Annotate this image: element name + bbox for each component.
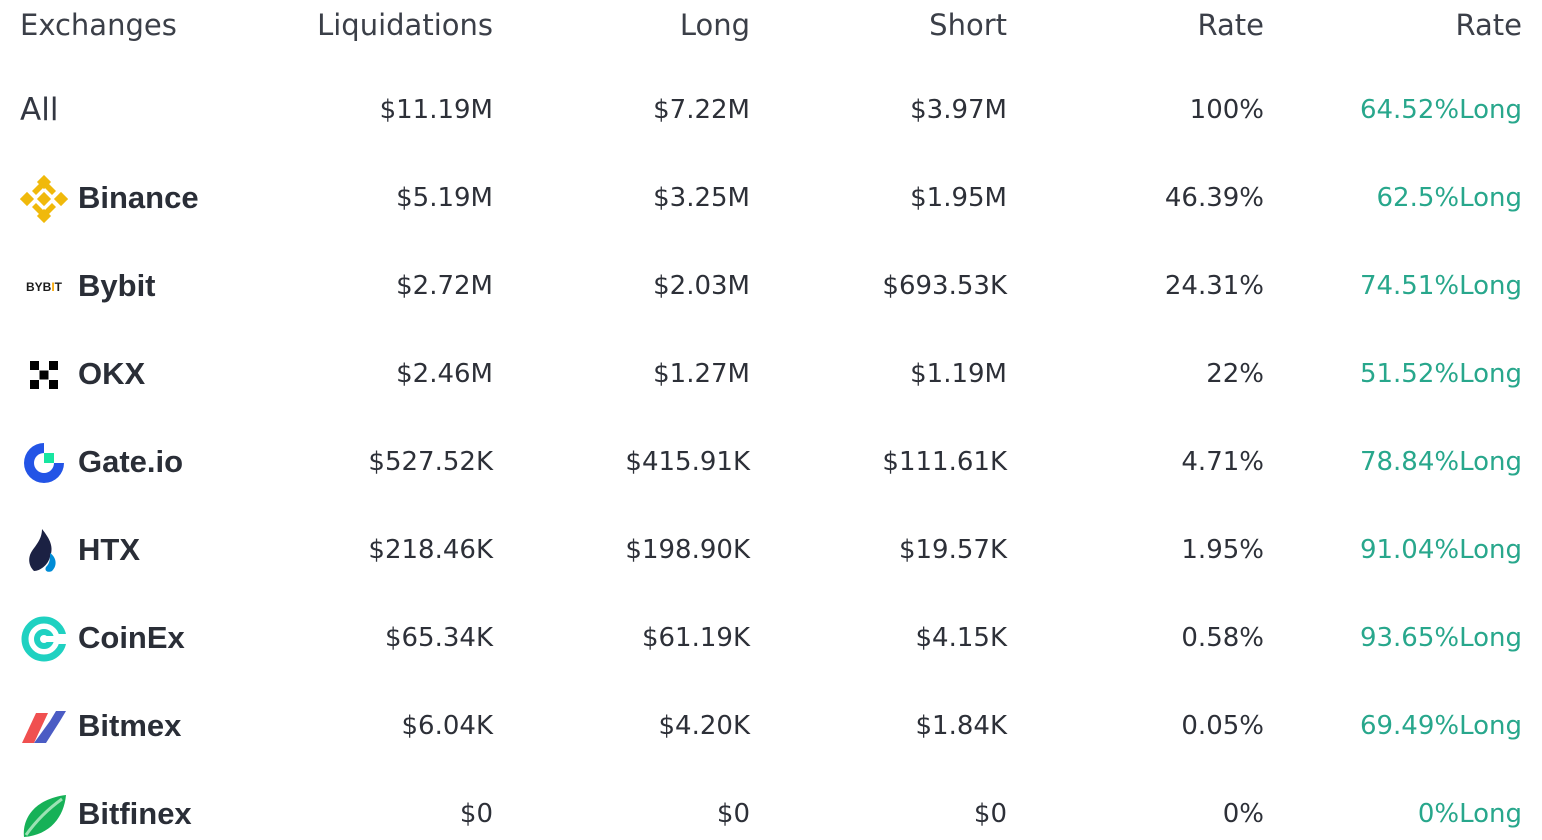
short-value: $4.15K xyxy=(915,623,1007,653)
header-long[interactable]: Long xyxy=(679,8,750,42)
table-row-gateio[interactable]: Gate.io $527.52K $415.91K $111.61K 4.71%… xyxy=(0,432,1542,492)
liquidations-value: $5.19M xyxy=(396,183,493,213)
long-rate-value: 91.04%Long xyxy=(1359,535,1522,565)
liquidations-value: $2.46M xyxy=(396,359,493,389)
exchange-cell: Bitfinex xyxy=(20,784,280,840)
short-value: $693.53K xyxy=(882,271,1007,301)
exchange-cell: Gate.io xyxy=(20,432,280,492)
short-value: $0 xyxy=(973,799,1007,829)
table-row-bybit[interactable]: BYBIT Bybit $2.72M $2.03M $693.53K 24.31… xyxy=(0,256,1542,316)
long-value: $415.91K xyxy=(625,447,750,477)
exchange-cell: OKX xyxy=(20,344,280,404)
exchange-name: CoinEx xyxy=(78,620,185,655)
exchange-name: Bitmex xyxy=(78,708,182,743)
liquidations-value: $6.04K xyxy=(401,711,493,741)
liquidations-value: $11.19M xyxy=(379,95,493,125)
rate-value: 0.05% xyxy=(1181,711,1264,741)
long-value: $7.22M xyxy=(653,95,750,125)
coinex-logo-icon xyxy=(20,615,68,663)
header-liquidations[interactable]: Liquidations xyxy=(317,8,493,42)
long-rate-value: 74.51%Long xyxy=(1359,271,1522,301)
bitfinex-logo-icon xyxy=(20,791,68,839)
long-rate-value: 0%Long xyxy=(1417,799,1522,829)
liquidations-value: $65.34K xyxy=(384,623,493,653)
exchange-cell: Binance xyxy=(20,168,280,228)
liquidations-value: $0 xyxy=(459,799,493,829)
liquidations-value: $218.46K xyxy=(368,535,493,565)
exchange-name: All xyxy=(20,92,59,128)
rate-value: 0% xyxy=(1222,799,1264,829)
long-rate-value: 78.84%Long xyxy=(1359,447,1522,477)
long-value: $61.19K xyxy=(641,623,750,653)
table-row-okx[interactable]: OKX $2.46M $1.27M $1.19M 22% 51.52%Long xyxy=(0,344,1542,404)
table-row-bitmex[interactable]: Bitmex $6.04K $4.20K $1.84K 0.05% 69.49%… xyxy=(0,696,1542,756)
header-rate[interactable]: Rate xyxy=(1197,8,1265,42)
bybit-logo-icon: BYBIT xyxy=(20,263,68,311)
long-value: $198.90K xyxy=(625,535,750,565)
svg-text:BYBIT: BYBIT xyxy=(26,280,63,294)
short-value: $19.57K xyxy=(898,535,1007,565)
exchange-name: Binance xyxy=(78,180,199,215)
liquidations-value: $2.72M xyxy=(396,271,493,301)
exchange-name: HTX xyxy=(78,532,140,567)
table-header: Exchanges Liquidations Long Short Rate R… xyxy=(0,0,1542,55)
bitmex-logo-icon xyxy=(20,703,68,751)
long-rate-value: 62.5%Long xyxy=(1376,183,1522,213)
short-value: $1.95M xyxy=(910,183,1007,213)
exchange-cell: HTX xyxy=(20,520,280,580)
table-row-coinex[interactable]: CoinEx $65.34K $61.19K $4.15K 0.58% 93.6… xyxy=(0,608,1542,668)
liquidations-value: $527.52K xyxy=(368,447,493,477)
long-rate-value: 93.65%Long xyxy=(1359,623,1522,653)
exchange-cell: CoinEx xyxy=(20,608,280,668)
table-row-binance[interactable]: Binance $5.19M $3.25M $1.95M 46.39% 62.5… xyxy=(0,168,1542,228)
header-exchanges[interactable]: Exchanges xyxy=(20,8,177,42)
exchange-cell: BYBIT Bybit xyxy=(20,256,280,316)
gateio-logo-icon xyxy=(20,439,68,487)
rate-value: 4.71% xyxy=(1181,447,1264,477)
header-short[interactable]: Short xyxy=(929,8,1007,42)
exchange-name: OKX xyxy=(78,356,146,391)
short-value: $1.19M xyxy=(910,359,1007,389)
rate-value: 100% xyxy=(1189,95,1264,125)
okx-logo-icon xyxy=(20,351,68,399)
rate-value: 0.58% xyxy=(1181,623,1264,653)
long-value: $0 xyxy=(716,799,750,829)
long-rate-value: 51.52%Long xyxy=(1359,359,1522,389)
long-rate-value: 64.52%Long xyxy=(1359,95,1522,125)
table-row-bitfinex[interactable]: Bitfinex $0 $0 $0 0% 0%Long xyxy=(0,784,1542,840)
rate-value: 24.31% xyxy=(1164,271,1264,301)
header-long-rate[interactable]: Rate xyxy=(1455,8,1523,42)
exchange-name: Gate.io xyxy=(78,444,184,479)
exchange-name: Bitfinex xyxy=(78,796,192,831)
short-value: $1.84K xyxy=(915,711,1007,741)
exchange-cell: Bitmex xyxy=(20,696,280,756)
table-row-all[interactable]: All $11.19M $7.22M $3.97M 100% 64.52%Lon… xyxy=(0,80,1542,140)
short-value: $111.61K xyxy=(882,447,1007,477)
binance-logo-icon xyxy=(20,175,68,223)
long-value: $2.03M xyxy=(653,271,750,301)
rate-value: 1.95% xyxy=(1181,535,1264,565)
rate-value: 22% xyxy=(1206,359,1264,389)
rate-value: 46.39% xyxy=(1164,183,1264,213)
exchange-name: Bybit xyxy=(78,268,156,303)
long-value: $3.25M xyxy=(653,183,750,213)
table-row-htx[interactable]: HTX $218.46K $198.90K $19.57K 1.95% 91.0… xyxy=(0,520,1542,580)
long-value: $4.20K xyxy=(658,711,750,741)
htx-logo-icon xyxy=(20,527,68,575)
long-value: $1.27M xyxy=(653,359,750,389)
short-value: $3.97M xyxy=(910,95,1007,125)
long-rate-value: 69.49%Long xyxy=(1359,711,1522,741)
